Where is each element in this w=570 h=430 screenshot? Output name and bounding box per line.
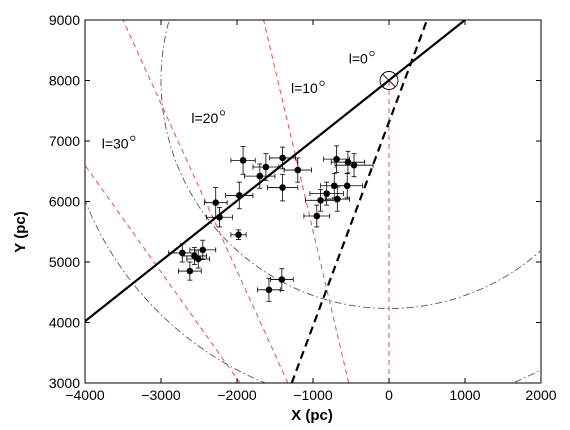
annotation-label: l=10 <box>291 80 318 96</box>
point-marker <box>279 154 286 162</box>
point-marker <box>235 192 243 199</box>
point-marker <box>343 182 351 190</box>
sun-marker <box>379 71 399 90</box>
distance-circles <box>85 20 541 383</box>
y-tick-label: 6000 <box>49 194 80 210</box>
data-point <box>189 239 217 260</box>
data-point <box>323 145 350 173</box>
data-point <box>283 157 312 183</box>
point-marker <box>323 190 330 197</box>
annotation-label: l=30 <box>102 135 129 151</box>
point-marker <box>239 157 247 164</box>
data-point <box>244 163 276 189</box>
data-point <box>304 188 337 212</box>
point-marker <box>186 267 194 275</box>
data-point <box>230 229 247 241</box>
y-tick-label: 8000 <box>49 73 80 89</box>
point-marker <box>178 249 186 257</box>
data-point <box>203 187 228 219</box>
data-point <box>309 181 344 206</box>
data-point <box>266 173 299 202</box>
point-marker <box>212 199 220 207</box>
data-point <box>331 173 363 199</box>
x-tick-label: −3000 <box>141 387 181 403</box>
point-marker <box>235 231 242 239</box>
data-point <box>252 153 280 181</box>
data-point <box>303 204 331 228</box>
fit-line-dashed <box>290 20 429 383</box>
data-point <box>324 186 350 212</box>
point-marker <box>333 155 340 163</box>
point-marker <box>199 246 207 254</box>
axes: −4000 −3000 −2000 −1000 0 1000 2000 3000 4000 500… <box>49 12 557 403</box>
distance-circle-0 <box>160 20 541 309</box>
data-point <box>269 146 296 170</box>
y-tick-label: 4000 <box>49 315 80 331</box>
point-marker <box>265 286 273 294</box>
x-tick-label: −2000 <box>217 387 257 403</box>
sun-circle <box>379 71 399 90</box>
longitude-line-l10 <box>263 20 350 383</box>
sun-cross <box>382 73 396 88</box>
data-points <box>168 145 374 302</box>
degree-mark <box>219 110 226 116</box>
data-point <box>168 243 197 263</box>
point-marker <box>350 161 358 169</box>
data-point <box>206 207 233 228</box>
x-tick-label: 2000 <box>525 387 556 403</box>
degree-mark <box>369 50 375 57</box>
point-marker <box>278 276 286 283</box>
x-axis-label: X (pc) <box>291 407 333 424</box>
point-marker <box>194 255 202 263</box>
fit-line-solid <box>85 20 466 323</box>
annotation-label: l=0 <box>349 51 368 67</box>
x-tick-label: 1000 <box>449 387 480 403</box>
point-marker <box>344 158 352 166</box>
longitude-line-l20 <box>122 20 289 383</box>
degree-mark <box>319 80 325 86</box>
degree-mark <box>130 135 136 141</box>
longitude-lines <box>85 20 390 383</box>
y-tick-label: 7000 <box>49 133 80 149</box>
point-marker <box>317 196 324 204</box>
annotation-label: l=20 <box>191 110 218 126</box>
distance-circle-1 <box>85 199 541 383</box>
point-marker <box>279 184 286 191</box>
y-axis-label: Y (pc) <box>12 211 29 252</box>
data-point <box>225 181 254 210</box>
data-point <box>230 146 256 175</box>
y-tick-label: 9000 <box>49 12 80 28</box>
x-tick-label: 0 <box>385 387 393 403</box>
point-marker <box>216 213 223 221</box>
y-tick-label: 5000 <box>49 254 80 270</box>
data-point <box>334 153 374 178</box>
x-tick-label: −1000 <box>293 387 333 403</box>
data-point <box>270 268 294 291</box>
longitude-line-l30 <box>85 164 241 383</box>
data-point <box>330 150 366 174</box>
point-marker <box>313 212 321 220</box>
data-point <box>178 261 202 281</box>
annotations: l=0 l=10 l=20 l=30 <box>102 50 375 151</box>
point-marker <box>294 166 302 174</box>
fit-lines <box>85 20 466 383</box>
y-tick-label: 3000 <box>49 375 80 391</box>
x-tick-label: −4000 <box>65 387 105 403</box>
data-point <box>257 277 281 302</box>
point-marker <box>256 172 264 180</box>
point-marker <box>262 163 270 171</box>
point-marker <box>334 195 341 203</box>
